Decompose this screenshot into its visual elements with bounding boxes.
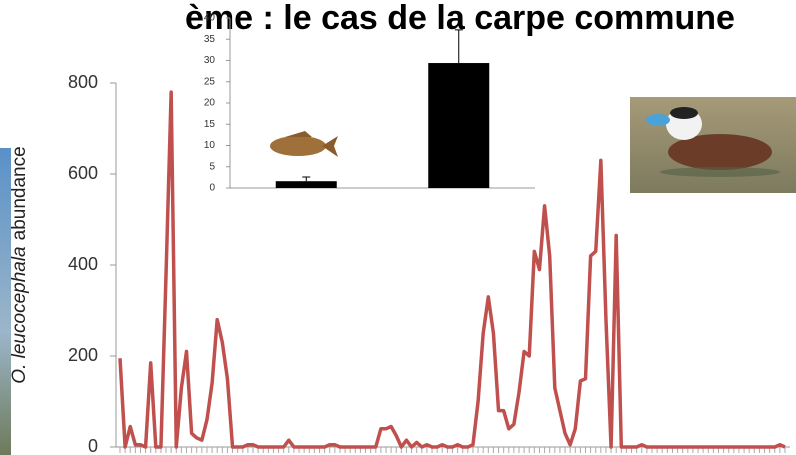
duck-photo [630,97,796,193]
y-tick-label: 400 [68,254,98,274]
y-tick-label: 35 [204,34,216,45]
y-tick-label: 10 [204,140,216,151]
error-bar [302,176,311,182]
y-tick-label: 5 [209,161,215,172]
error-bar [454,29,463,64]
y-tick-label: 25 [204,76,216,87]
y-tick-label: 15 [204,119,216,130]
y-tick-label: 40 [204,13,216,24]
y-tick-label: 0 [88,436,98,455]
y-tick-label: 600 [68,163,98,183]
data-line [118,90,786,449]
y-axis-label-italic: O. leucocephala [9,246,30,383]
fish-icon [270,131,338,157]
slide-title: ème : le cas de la carpe commune [185,0,735,37]
y-tick-label: 0 [209,183,215,194]
y-axis-label-rest: abundance [9,146,30,240]
y-tick-label: 800 [68,72,98,92]
y-tick-label: 30 [204,55,216,66]
y-axis-label: O. leucocephala abundance [9,146,30,383]
bar [428,63,490,188]
inset-bar-chart: 0 5 10 15 20 25 30 35 40 [204,13,535,194]
photo-strip [0,148,11,455]
bar [275,181,337,188]
y-tick-label: 200 [68,345,98,365]
y-tick-label: 20 [204,98,216,109]
